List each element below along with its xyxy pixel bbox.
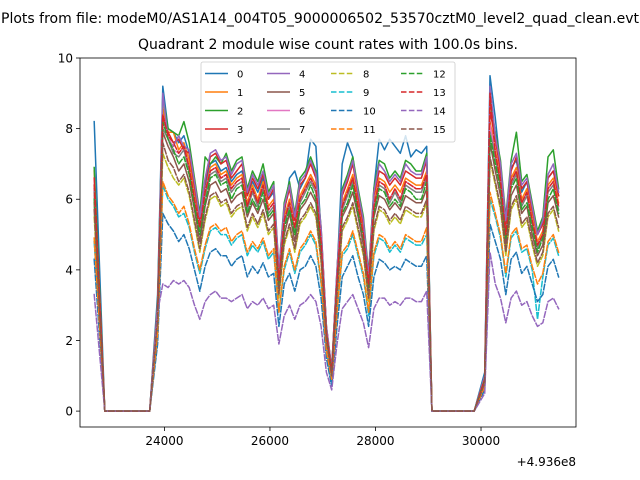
x-axis: 24000 26000 28000 30000 [145, 427, 500, 448]
series-line-11 [93, 180, 560, 412]
legend-label-1: 1 [237, 88, 243, 99]
chart-title: Quadrant 2 module wise count rates with … [138, 37, 518, 53]
plot-area [79, 57, 577, 428]
series-line-13 [93, 92, 560, 412]
y-tick-label: 8 [65, 122, 73, 136]
figure-suptitle: Plots from file: modeM0/AS1A14_004T05_90… [1, 11, 639, 27]
x-tick-label: 26000 [251, 434, 289, 448]
legend-label-5: 5 [299, 88, 305, 99]
series-line-10 [93, 212, 560, 412]
series-layer [93, 74, 560, 412]
y-tick-label: 0 [65, 405, 73, 419]
y-tick-label: 2 [65, 334, 73, 348]
y-tick-label: 4 [65, 263, 73, 277]
y-axis: 0 2 4 6 8 10 [58, 52, 80, 419]
legend-label-2: 2 [237, 107, 243, 118]
legend-label-4: 4 [299, 70, 305, 81]
legend-frame [200, 61, 456, 143]
legend-label-15: 15 [433, 125, 446, 136]
x-tick-label: 28000 [356, 434, 394, 448]
legend-label-10: 10 [363, 107, 376, 118]
legend-label-9: 9 [363, 88, 369, 99]
series-line-14 [93, 251, 560, 412]
series-line-15 [93, 141, 560, 412]
y-tick-label: 10 [58, 52, 73, 66]
x-tick-label: 24000 [145, 434, 183, 448]
y-tick-label: 6 [65, 193, 73, 207]
x-offset-label: +4.936e8 [517, 455, 576, 469]
legend-label-13: 13 [433, 88, 446, 99]
legend-label-7: 7 [299, 125, 305, 136]
x-tick-label: 30000 [462, 434, 500, 448]
axes-frame [79, 57, 577, 428]
legend-label-12: 12 [433, 70, 446, 81]
legend-label-11: 11 [363, 125, 376, 136]
legend-label-3: 3 [237, 125, 243, 136]
legend-label-6: 6 [299, 107, 305, 118]
legend-label-8: 8 [363, 70, 369, 81]
legend-label-14: 14 [433, 107, 446, 118]
legend-label-0: 0 [237, 70, 243, 81]
